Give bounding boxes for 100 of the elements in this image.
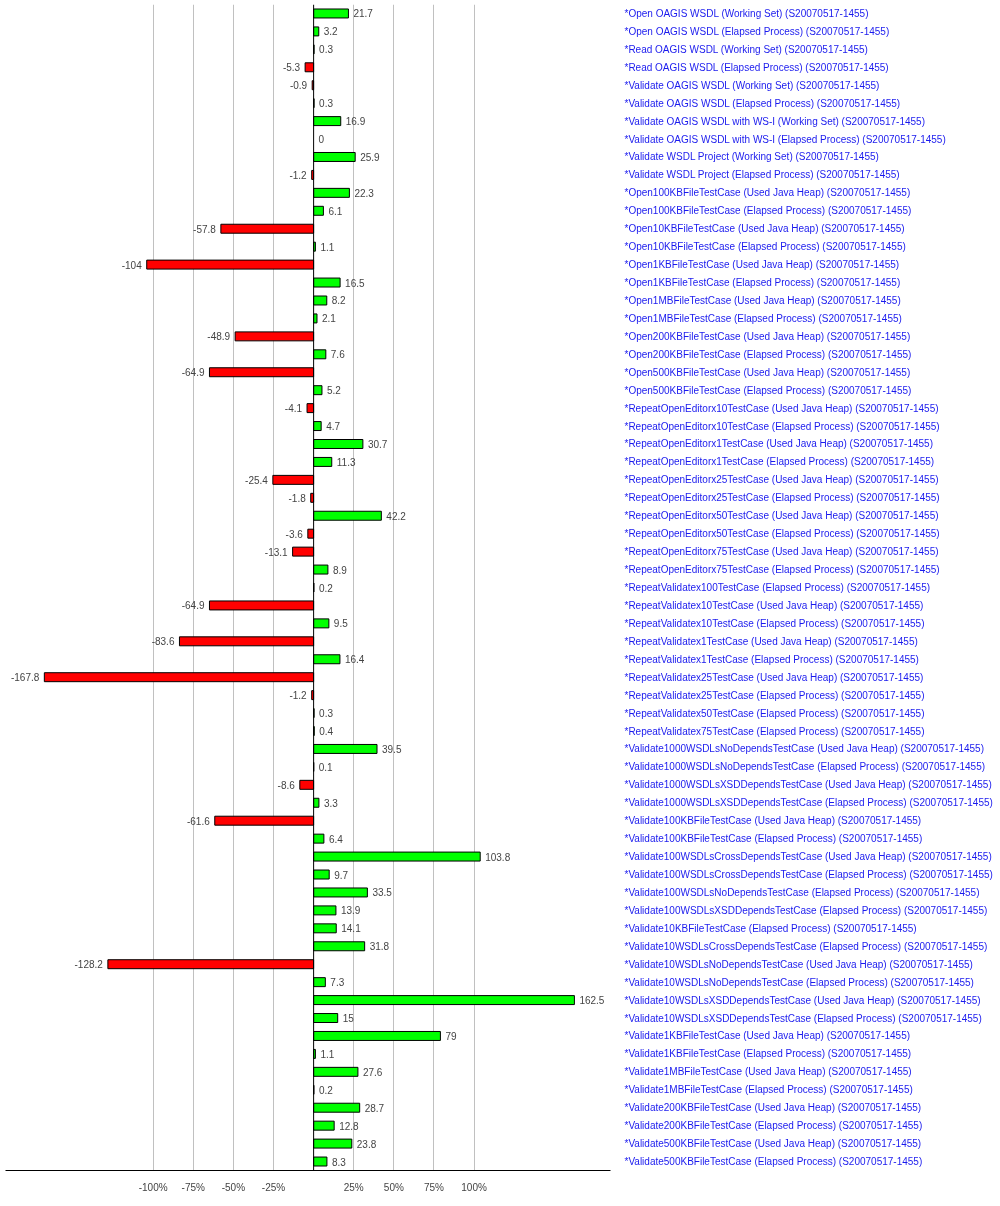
y-tick-label: *Validate200KBFileTestCase (Used Java Heap) (S20070517-1455) [624, 1102, 922, 1114]
data-label: 31.8 [369, 941, 390, 953]
y-tick-label: *Open100KBFileTestCase (Elapsed Process) (S20070517-1455) [624, 205, 912, 217]
x-tick-label: 100% [461, 1181, 487, 1193]
data-label: 16.9 [345, 116, 366, 128]
y-tick-label: *Open100KBFileTestCase (Used Java Heap) (S20070517-1455) [624, 187, 911, 199]
data-label: 13.9 [340, 905, 361, 917]
data-label: 0.3 [319, 98, 334, 110]
y-tick-label: *Open200KBFileTestCase (Elapsed Process) (S20070517-1455) [624, 348, 912, 360]
y-tick-label: *RepeatOpenEditorx75TestCase (Elapsed Process) (S20070517-1455) [624, 564, 940, 576]
y-tick-label: *RepeatValidatex75TestCase (Elapsed Process) (S20070517-1455) [624, 725, 925, 737]
y-tick-label: *Read OAGIS WSDL (Elapsed Process) (S20070517-1455) [624, 61, 889, 73]
data-label: 9.7 [334, 869, 349, 881]
data-label: 8.9 [332, 564, 348, 576]
y-tick-label: *RepeatValidatex50TestCase (Elapsed Process) (S20070517-1455) [624, 707, 925, 719]
y-tick-label: *Validate WSDL Project (Working Set) (S20070517-1455) [624, 151, 879, 163]
y-tick-label: *RepeatOpenEditorx10TestCase (Elapsed Process) (S20070517-1455) [624, 420, 940, 432]
y-tick-label: *Validate100KBFileTestCase (Used Java Heap) (S20070517-1455) [624, 815, 922, 827]
data-label: 12.8 [339, 1120, 360, 1132]
data-label: 23.8 [356, 1138, 377, 1150]
data-label: -61.6 [186, 815, 211, 827]
y-tick-label: *Validate10WSDLsCrossDependsTestCase (Elapsed Process) (S20070517-1455) [624, 940, 988, 952]
data-label: -64.9 [181, 367, 205, 379]
data-label: 1.1 [320, 241, 335, 253]
data-label: 6.4 [328, 833, 344, 845]
y-tick-label: *Validate1MBFileTestCase (Used Java Heap) (S20070517-1455) [624, 1066, 912, 1078]
data-label: -1.2 [289, 169, 308, 181]
data-label: 5.2 [326, 385, 342, 397]
y-tick-label: *Validate1KBFileTestCase (Used Java Heap) (S20070517-1455) [624, 1030, 911, 1042]
y-tick-label: *Validate OAGIS WSDL with WS-I (Elapsed Process) (S20070517-1455) [624, 133, 946, 145]
data-label: 39.5 [382, 743, 402, 755]
y-tick-label: *RepeatOpenEditorx25TestCase (Elapsed Process) (S20070517-1455) [624, 492, 940, 504]
data-label: 8.3 [331, 1156, 347, 1168]
data-label: 25.9 [360, 151, 381, 163]
y-tick-label: *Open1KBFileTestCase (Elapsed Process) (S20070517-1455) [624, 277, 901, 289]
data-label: 7.3 [330, 977, 345, 989]
data-label: 0.1 [318, 761, 334, 773]
data-label: 8.2 [331, 295, 347, 307]
y-tick-label: *RepeatOpenEditorx50TestCase (Elapsed Process) (S20070517-1455) [624, 528, 940, 540]
data-label: 0.2 [318, 582, 334, 594]
data-label: 0.4 [319, 726, 334, 738]
y-tick-label: *Open10KBFileTestCase (Elapsed Process) (S20070517-1455) [624, 241, 906, 253]
data-label: 79 [445, 1030, 457, 1042]
y-tick-label: *Validate OAGIS WSDL (Elapsed Process) (S20070517-1455) [624, 97, 901, 109]
y-tick-label: *Validate100WSDLsCrossDependsTestCase (Elapsed Process) (S20070517-1455) [624, 869, 993, 881]
y-tick-label: *Validate100WSDLsCrossDependsTestCase (Used Java Heap) (S20070517-1455) [624, 851, 992, 863]
data-label: 6.1 [328, 205, 343, 217]
y-tick-label: *RepeatOpenEditorx50TestCase (Used Java Heap) (S20070517-1455) [624, 510, 939, 522]
y-tick-label: *Open1MBFileTestCase (Used Java Heap) (S20070517-1455) [624, 294, 901, 306]
y-tick-label: *Open OAGIS WSDL (Working Set) (S20070517-1455) [624, 7, 869, 19]
data-label: -48.9 [207, 331, 231, 343]
data-label: 33.5 [372, 887, 393, 899]
y-tick-label: *Validate500KBFileTestCase (Used Java Heap) (S20070517-1455) [624, 1138, 922, 1150]
data-label: 0.3 [319, 44, 334, 56]
data-label: -4.1 [284, 403, 303, 415]
y-tick-label: *RepeatValidatex1TestCase (Elapsed Process) (S20070517-1455) [624, 653, 919, 665]
data-label: -64.9 [181, 600, 205, 612]
data-label: 30.7 [367, 438, 388, 450]
y-tick-label: *Validate OAGIS WSDL (Working Set) (S20070517-1455) [624, 79, 880, 91]
y-tick-label: *RepeatValidatex100TestCase (Elapsed Process) (S20070517-1455) [624, 582, 931, 593]
x-tick-label: -100% [138, 1181, 168, 1193]
y-tick-label: *Open500KBFileTestCase (Used Java Heap) (S20070517-1455) [624, 366, 911, 378]
data-label: 16.4 [344, 654, 365, 666]
y-tick-label: *RepeatOpenEditorx1TestCase (Elapsed Process) (S20070517-1455) [624, 456, 935, 468]
data-label: -3.6 [285, 528, 304, 540]
y-tick-label: *Open500KBFileTestCase (Elapsed Process) (S20070517-1455) [624, 384, 912, 396]
data-label: 27.6 [362, 1066, 383, 1078]
data-label: -0.9 [289, 80, 308, 92]
x-tick-label: 50% [383, 1181, 404, 1193]
data-label: -83.6 [151, 636, 175, 648]
y-tick-label: *Validate1MBFileTestCase (Elapsed Process) (S20070517-1455) [624, 1084, 913, 1096]
y-tick-label: *Open1KBFileTestCase (Used Java Heap) (S20070517-1455) [624, 259, 900, 271]
y-tick-label: *Validate WSDL Project (Elapsed Process) (S20070517-1455) [624, 169, 900, 181]
y-tick-label: *RepeatValidatex10TestCase (Elapsed Process) (S20070517-1455) [624, 617, 925, 629]
data-label: -25.4 [245, 474, 269, 486]
y-tick-label: *Open OAGIS WSDL (Elapsed Process) (S20070517-1455) [624, 25, 890, 37]
x-tick-label: -75% [181, 1181, 206, 1193]
data-label: 15 [342, 1013, 355, 1025]
x-tick-label: -25% [261, 1181, 286, 1193]
data-label: 3.3 [323, 797, 339, 809]
y-tick-label: *RepeatOpenEditorx10TestCase (Used Java Heap) (S20070517-1455) [624, 402, 939, 414]
data-label: -1.8 [288, 492, 307, 504]
data-label: 4.7 [326, 421, 341, 433]
y-tick-label: *Validate OAGIS WSDL with WS-I (Working Set) (S20070517-1455) [624, 115, 925, 127]
data-label: -1.2 [289, 690, 308, 702]
data-label: 22.3 [354, 187, 375, 199]
data-label: 7.6 [330, 349, 346, 361]
y-tick-label: *Validate10WSDLsXSDDependsTestCase (Elapsed Process) (S20070517-1455) [624, 1012, 982, 1024]
y-tick-label: *Validate1000WSDLsXSDDependsTestCase (Elapsed Process) (S20070517-1455) [624, 797, 993, 809]
y-tick-label: *RepeatOpenEditorx75TestCase (Used Java Heap) (S20070517-1455) [624, 546, 939, 558]
y-tick-label: *Open200KBFileTestCase (Used Java Heap) (S20070517-1455) [624, 330, 911, 342]
y-tick-label: *Validate1000WSDLsNoDependsTestCase (Used Java Heap) (S20070517-1455) [624, 743, 984, 755]
data-label: 0.3 [319, 708, 334, 720]
y-tick-label: *RepeatValidatex1TestCase (Used Java Heap) (S20070517-1455) [624, 635, 918, 647]
data-label: 16.5 [345, 277, 365, 289]
y-tick-label: *Validate1KBFileTestCase (Elapsed Process) (S20070517-1455) [624, 1048, 912, 1060]
x-tick-label: 75% [423, 1181, 445, 1193]
y-tick-label: *Validate10WSDLsNoDependsTestCase (Used Java Heap) (S20070517-1455) [624, 958, 973, 970]
data-label: -8.6 [277, 779, 296, 791]
data-label: 0.2 [318, 1084, 334, 1096]
